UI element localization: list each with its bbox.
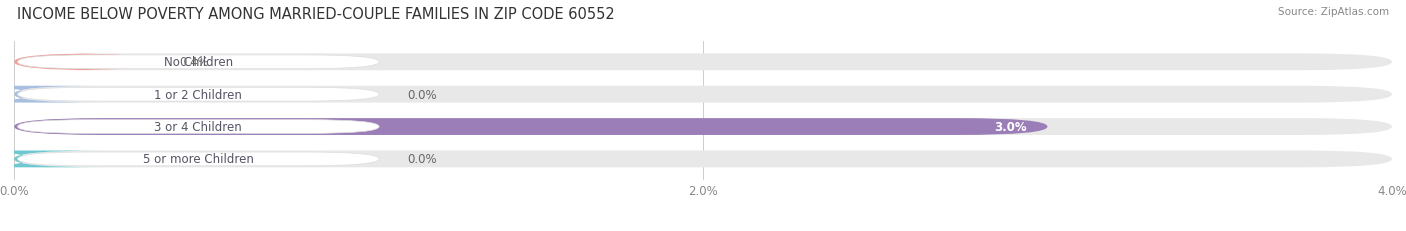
FancyBboxPatch shape	[17, 152, 380, 166]
Text: 1 or 2 Children: 1 or 2 Children	[155, 88, 242, 101]
Text: Source: ZipAtlas.com: Source: ZipAtlas.com	[1278, 7, 1389, 17]
FancyBboxPatch shape	[17, 88, 380, 102]
FancyBboxPatch shape	[14, 151, 1392, 168]
Text: 0.0%: 0.0%	[406, 88, 436, 101]
Text: 3.0%: 3.0%	[994, 121, 1026, 134]
FancyBboxPatch shape	[14, 54, 152, 71]
Text: 5 or more Children: 5 or more Children	[143, 153, 254, 166]
FancyBboxPatch shape	[17, 120, 380, 134]
FancyBboxPatch shape	[14, 86, 1392, 103]
FancyBboxPatch shape	[14, 54, 1392, 71]
Text: INCOME BELOW POVERTY AMONG MARRIED-COUPLE FAMILIES IN ZIP CODE 60552: INCOME BELOW POVERTY AMONG MARRIED-COUPL…	[17, 7, 614, 22]
FancyBboxPatch shape	[0, 151, 104, 168]
FancyBboxPatch shape	[17, 56, 380, 69]
Text: 0.4%: 0.4%	[180, 56, 209, 69]
FancyBboxPatch shape	[0, 86, 104, 103]
Text: No Children: No Children	[163, 56, 233, 69]
FancyBboxPatch shape	[14, 119, 1047, 135]
Text: 3 or 4 Children: 3 or 4 Children	[155, 121, 242, 134]
FancyBboxPatch shape	[14, 119, 1392, 135]
Text: 0.0%: 0.0%	[406, 153, 436, 166]
